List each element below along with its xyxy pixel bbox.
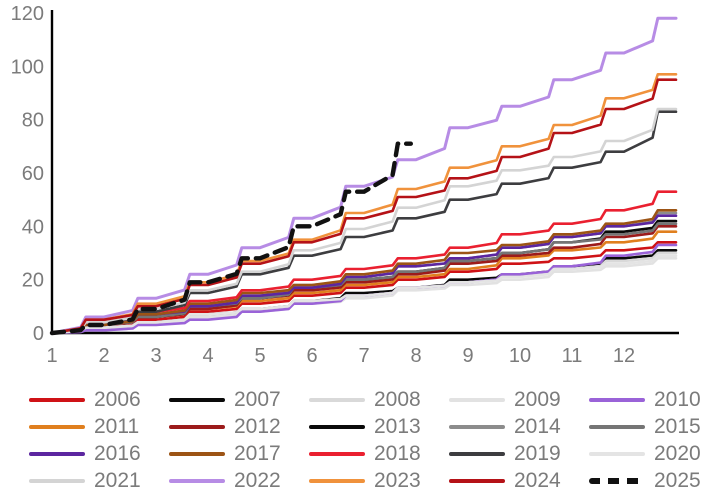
y-tick-label-20: 20 <box>22 270 44 292</box>
legend-item-2017: 2017 <box>154 442 294 466</box>
legend-swatch-2011 <box>29 424 85 429</box>
x-tick-label-3: 3 <box>150 345 161 367</box>
legend-label-2012: 2012 <box>234 414 281 438</box>
chart-legend: 2006 2007 2008 2009 2010 2011 2012 2013 2014 2015… <box>0 372 703 494</box>
legend-item-2014: 2014 <box>434 415 574 439</box>
legend-item-2013: 2013 <box>294 415 434 439</box>
x-tick-label-5: 5 <box>254 345 265 367</box>
cumulative-step-chart: 0 20 40 60 80 100 120 1 2 3 4 5 6 7 8 9 10 11 12 <box>11 3 679 367</box>
legend-swatch-2006 <box>29 397 85 402</box>
legend-swatch-2024 <box>449 478 505 483</box>
legend-item-2024: 2024 <box>434 469 574 493</box>
legend-label-2009: 2009 <box>514 387 561 411</box>
legend-label-2024: 2024 <box>514 468 561 492</box>
legend-swatch-2007 <box>169 397 225 402</box>
legend-swatch-2025 <box>589 477 645 484</box>
y-tick-label-40: 40 <box>22 216 44 238</box>
series-line-2006 <box>50 241 678 335</box>
legend-swatch-2010 <box>589 397 645 402</box>
legend-swatch-2008 <box>309 397 365 402</box>
legend-item-2016: 2016 <box>18 442 154 466</box>
x-tick-label-10: 10 <box>509 345 531 367</box>
series-line-2024 <box>50 78 678 335</box>
x-tick-label-2: 2 <box>98 345 109 367</box>
legend-item-2021: 2021 <box>18 469 154 493</box>
legend-swatch-2021 <box>29 478 85 483</box>
legend-label-2025: 2025 <box>654 468 701 492</box>
legend-swatch-2013 <box>309 424 365 429</box>
series-line-2020 <box>50 254 678 335</box>
y-tick-label-60: 60 <box>22 163 44 185</box>
legend-label-2021: 2021 <box>94 468 141 492</box>
legend-swatch-2012 <box>169 424 225 429</box>
legend-item-2023: 2023 <box>294 469 434 493</box>
legend-swatch-2022 <box>169 478 225 483</box>
legend-swatch-2015 <box>589 424 645 429</box>
y-tick-label-80: 80 <box>22 110 44 132</box>
x-tick-label-4: 4 <box>202 345 213 367</box>
legend-label-2014: 2014 <box>514 414 561 438</box>
y-tick-label-0: 0 <box>33 323 44 345</box>
series-line-2025 <box>49 141 413 336</box>
legend-swatch-2018 <box>309 451 365 456</box>
series-line-2017 <box>50 209 678 335</box>
legend-item-2025: 2025 <box>574 469 703 493</box>
legend-label-2022: 2022 <box>234 468 281 492</box>
legend-item-2022: 2022 <box>154 469 294 493</box>
legend-label-2023: 2023 <box>374 468 421 492</box>
legend-swatch-2016 <box>29 451 85 456</box>
legend-item-2019: 2019 <box>434 442 574 466</box>
legend-item-2009: 2009 <box>434 388 574 412</box>
legend-item-2018: 2018 <box>294 442 434 466</box>
legend-item-2006: 2006 <box>18 388 154 412</box>
x-tick-label-12: 12 <box>613 345 635 367</box>
x-tick-label-7: 7 <box>358 345 369 367</box>
series-line-2019 <box>50 110 678 335</box>
series-line-2023 <box>50 73 678 335</box>
x-tick-label-9: 9 <box>462 345 473 367</box>
legend-swatch-2023 <box>309 478 365 483</box>
legend-label-2019: 2019 <box>514 441 561 465</box>
x-tick-label-6: 6 <box>306 345 317 367</box>
legend-item-2011: 2011 <box>18 415 154 439</box>
legend-item-2015: 2015 <box>574 415 703 439</box>
legend-label-2011: 2011 <box>94 414 140 438</box>
x-tick-label-1: 1 <box>46 345 57 367</box>
series-line-2022 <box>50 16 678 335</box>
y-tick-label-100: 100 <box>11 56 44 78</box>
legend-label-2018: 2018 <box>374 441 421 465</box>
legend-label-2015: 2015 <box>654 414 701 438</box>
legend-swatch-2009 <box>449 397 505 402</box>
legend-item-2020: 2020 <box>574 442 703 466</box>
legend-swatch-2019 <box>449 451 505 456</box>
legend-label-2010: 2010 <box>654 387 701 411</box>
legend-swatch-2017 <box>169 451 225 456</box>
legend-label-2017: 2017 <box>234 441 281 465</box>
series-line-2015 <box>50 222 678 335</box>
legend-label-2016: 2016 <box>94 441 141 465</box>
legend-label-2020: 2020 <box>654 441 701 465</box>
legend-label-2006: 2006 <box>94 387 141 411</box>
x-tick-label-11: 11 <box>562 345 583 367</box>
legend-item-2012: 2012 <box>154 415 294 439</box>
legend-label-2008: 2008 <box>374 387 421 411</box>
y-tick-label-120: 120 <box>11 3 44 25</box>
legend-item-2007: 2007 <box>154 388 294 412</box>
legend-label-2007: 2007 <box>234 387 281 411</box>
legend-item-2010: 2010 <box>574 388 703 412</box>
legend-label-2013: 2013 <box>374 414 421 438</box>
x-tick-label-8: 8 <box>410 345 421 367</box>
legend-swatch-2020 <box>589 451 645 456</box>
legend-swatch-2014 <box>449 424 505 429</box>
legend-item-2008: 2008 <box>294 388 434 412</box>
